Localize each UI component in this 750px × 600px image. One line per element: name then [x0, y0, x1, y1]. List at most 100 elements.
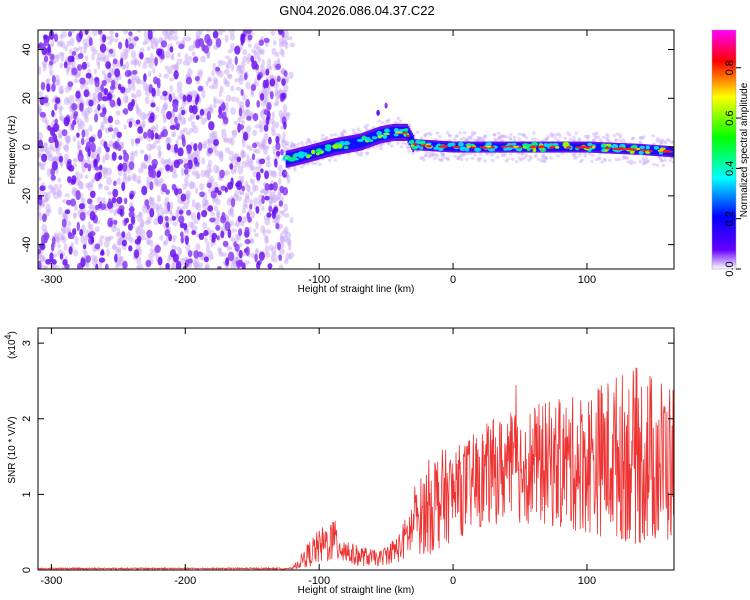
spectrogram-noise-mark — [223, 68, 230, 75]
spectrogram-noise-mark — [280, 92, 287, 100]
spectrogram-signal-core — [653, 146, 656, 155]
spectrogram-signal-halo — [638, 140, 642, 145]
spectrogram-noise-mark — [103, 87, 109, 96]
spectrogram-noise-mark — [151, 125, 156, 132]
spectrogram-signal-halo — [558, 134, 562, 138]
spectrogram-signal-halo — [490, 158, 495, 163]
spectrogram-signal-halo — [291, 144, 296, 148]
spectrogram-noise-mark — [192, 98, 196, 106]
spectrogram-signal-peak — [361, 135, 367, 141]
spectrogram-noise-mark — [184, 259, 190, 268]
spectrogram-noise-mark — [219, 169, 225, 179]
spectrogram-noise-mark — [66, 40, 72, 47]
spectrogram-noise-mark — [171, 183, 177, 191]
spectrogram-noise-mark — [272, 148, 278, 156]
spectrogram-noise-mark — [206, 164, 211, 172]
spectrogram-signal-halo — [304, 141, 309, 145]
spectrogram-noise-mark — [279, 247, 285, 255]
spectrogram-signal-halo — [612, 133, 617, 138]
snr-y-label: SNR (10 * V/V) — [7, 416, 18, 483]
spectrogram-signal-halo — [462, 153, 466, 157]
spectrogram-noise-mark — [125, 87, 132, 93]
spectrogram-noise-mark — [58, 106, 63, 116]
spectrogram-signal-halo — [419, 156, 423, 160]
spectrogram-noise-mark — [139, 80, 145, 85]
spectrogram-signal-core — [362, 135, 365, 147]
spectrogram-x-tick-label: 0 — [450, 274, 456, 286]
spectrogram-noise-mark — [266, 64, 272, 70]
spectrogram-signal-halo — [566, 131, 570, 135]
spectrogram-signal-halo — [663, 141, 668, 145]
spectrogram-noise-mark — [69, 95, 75, 100]
spectrogram-signal-halo — [598, 138, 602, 142]
spectrogram-noise-mark — [134, 150, 138, 157]
spectrogram-noise-mark — [242, 55, 248, 63]
spectrogram-noise-mark — [135, 119, 141, 125]
spectrogram-signal-halo — [666, 137, 670, 142]
spectrogram-signal-halo — [311, 161, 315, 165]
spectrogram-noise-mark — [155, 106, 160, 112]
spectrogram-noise-mark — [58, 129, 63, 138]
spectrogram-signal-halo — [543, 155, 548, 159]
spectrogram-noise-mark — [203, 256, 209, 263]
spectrogram-signal-spike — [384, 102, 388, 109]
spectrogram-noise-mark — [246, 57, 250, 65]
spectrogram-noise-mark — [125, 61, 130, 70]
spectrogram-signal-halo — [377, 119, 382, 123]
spectrogram-signal-halo — [606, 138, 611, 142]
spectrogram-signal-halo — [363, 125, 367, 129]
spectrogram-signal-core — [559, 143, 562, 151]
spectrogram-signal-halo — [618, 135, 623, 139]
spectrogram-signal-halo — [638, 135, 643, 140]
spectrogram-noise-mark — [70, 112, 74, 120]
spectrogram-noise-mark — [47, 78, 51, 83]
spectrogram-noise-mark — [156, 170, 162, 177]
spectrogram-noise-mark — [129, 205, 135, 214]
spectrogram-noise-mark — [150, 53, 154, 62]
spectrogram-signal-spike — [376, 109, 380, 116]
spectrogram-signal-halo — [512, 135, 517, 139]
spectrogram-noise-mark — [209, 217, 216, 223]
spectrogram-noise-mark — [271, 129, 276, 137]
spectrogram-noise-mark — [195, 187, 199, 194]
spectrogram-marks — [38, 30, 674, 269]
spectrogram-noise-mark — [44, 119, 49, 125]
spectrogram-signal-halo — [478, 156, 483, 161]
spectrogram-noise-mark — [217, 247, 222, 255]
spectrogram-signal-halo — [406, 146, 411, 150]
spectrogram-signal-halo — [517, 156, 522, 160]
spectrogram-noise-mark — [102, 154, 106, 164]
spectrogram-noise-mark — [277, 164, 283, 172]
spectrogram-signal-core — [601, 144, 604, 152]
spectrogram-noise-mark — [175, 41, 181, 46]
spectrogram-noise-mark — [43, 55, 49, 63]
spectrogram-noise-mark — [66, 199, 72, 206]
spectrogram-signal-peak — [356, 138, 364, 142]
spectrogram-signal-halo — [522, 133, 527, 137]
spectrogram-signal-peak — [525, 143, 533, 148]
spectrogram-noise-mark — [258, 39, 265, 47]
spectrogram-noise-mark — [158, 266, 165, 269]
spectrogram-x-tick-label: -300 — [40, 274, 62, 286]
spectrogram-signal-halo — [502, 134, 507, 139]
spectrogram-noise-mark — [233, 120, 238, 126]
spectrogram-noise-mark — [224, 147, 231, 153]
spectrogram-signal-core — [355, 137, 358, 149]
spectrogram-noise-mark — [87, 148, 91, 157]
spectrogram-signal-halo — [663, 158, 667, 162]
spectrogram-noise-mark — [107, 217, 114, 228]
spectrogram-signal-halo — [602, 157, 606, 161]
spectrogram-noise-mark — [70, 198, 77, 207]
spectrogram-signal-peak — [292, 154, 298, 159]
spectrogram-noise-mark — [40, 264, 47, 269]
spectrogram-noise-mark — [136, 264, 141, 269]
spectrogram-signal-halo — [386, 119, 390, 123]
spectrogram-signal-halo — [351, 128, 356, 132]
spectrogram-noise-mark — [246, 115, 252, 121]
spectrogram-noise-mark — [272, 181, 278, 191]
spectrogram-signal-halo — [541, 157, 545, 161]
spectrogram-signal-halo — [389, 144, 394, 148]
spectrogram-signal-core — [389, 127, 392, 139]
spectrogram-signal-peak — [372, 136, 378, 140]
spectrogram-noise-mark — [276, 191, 281, 200]
